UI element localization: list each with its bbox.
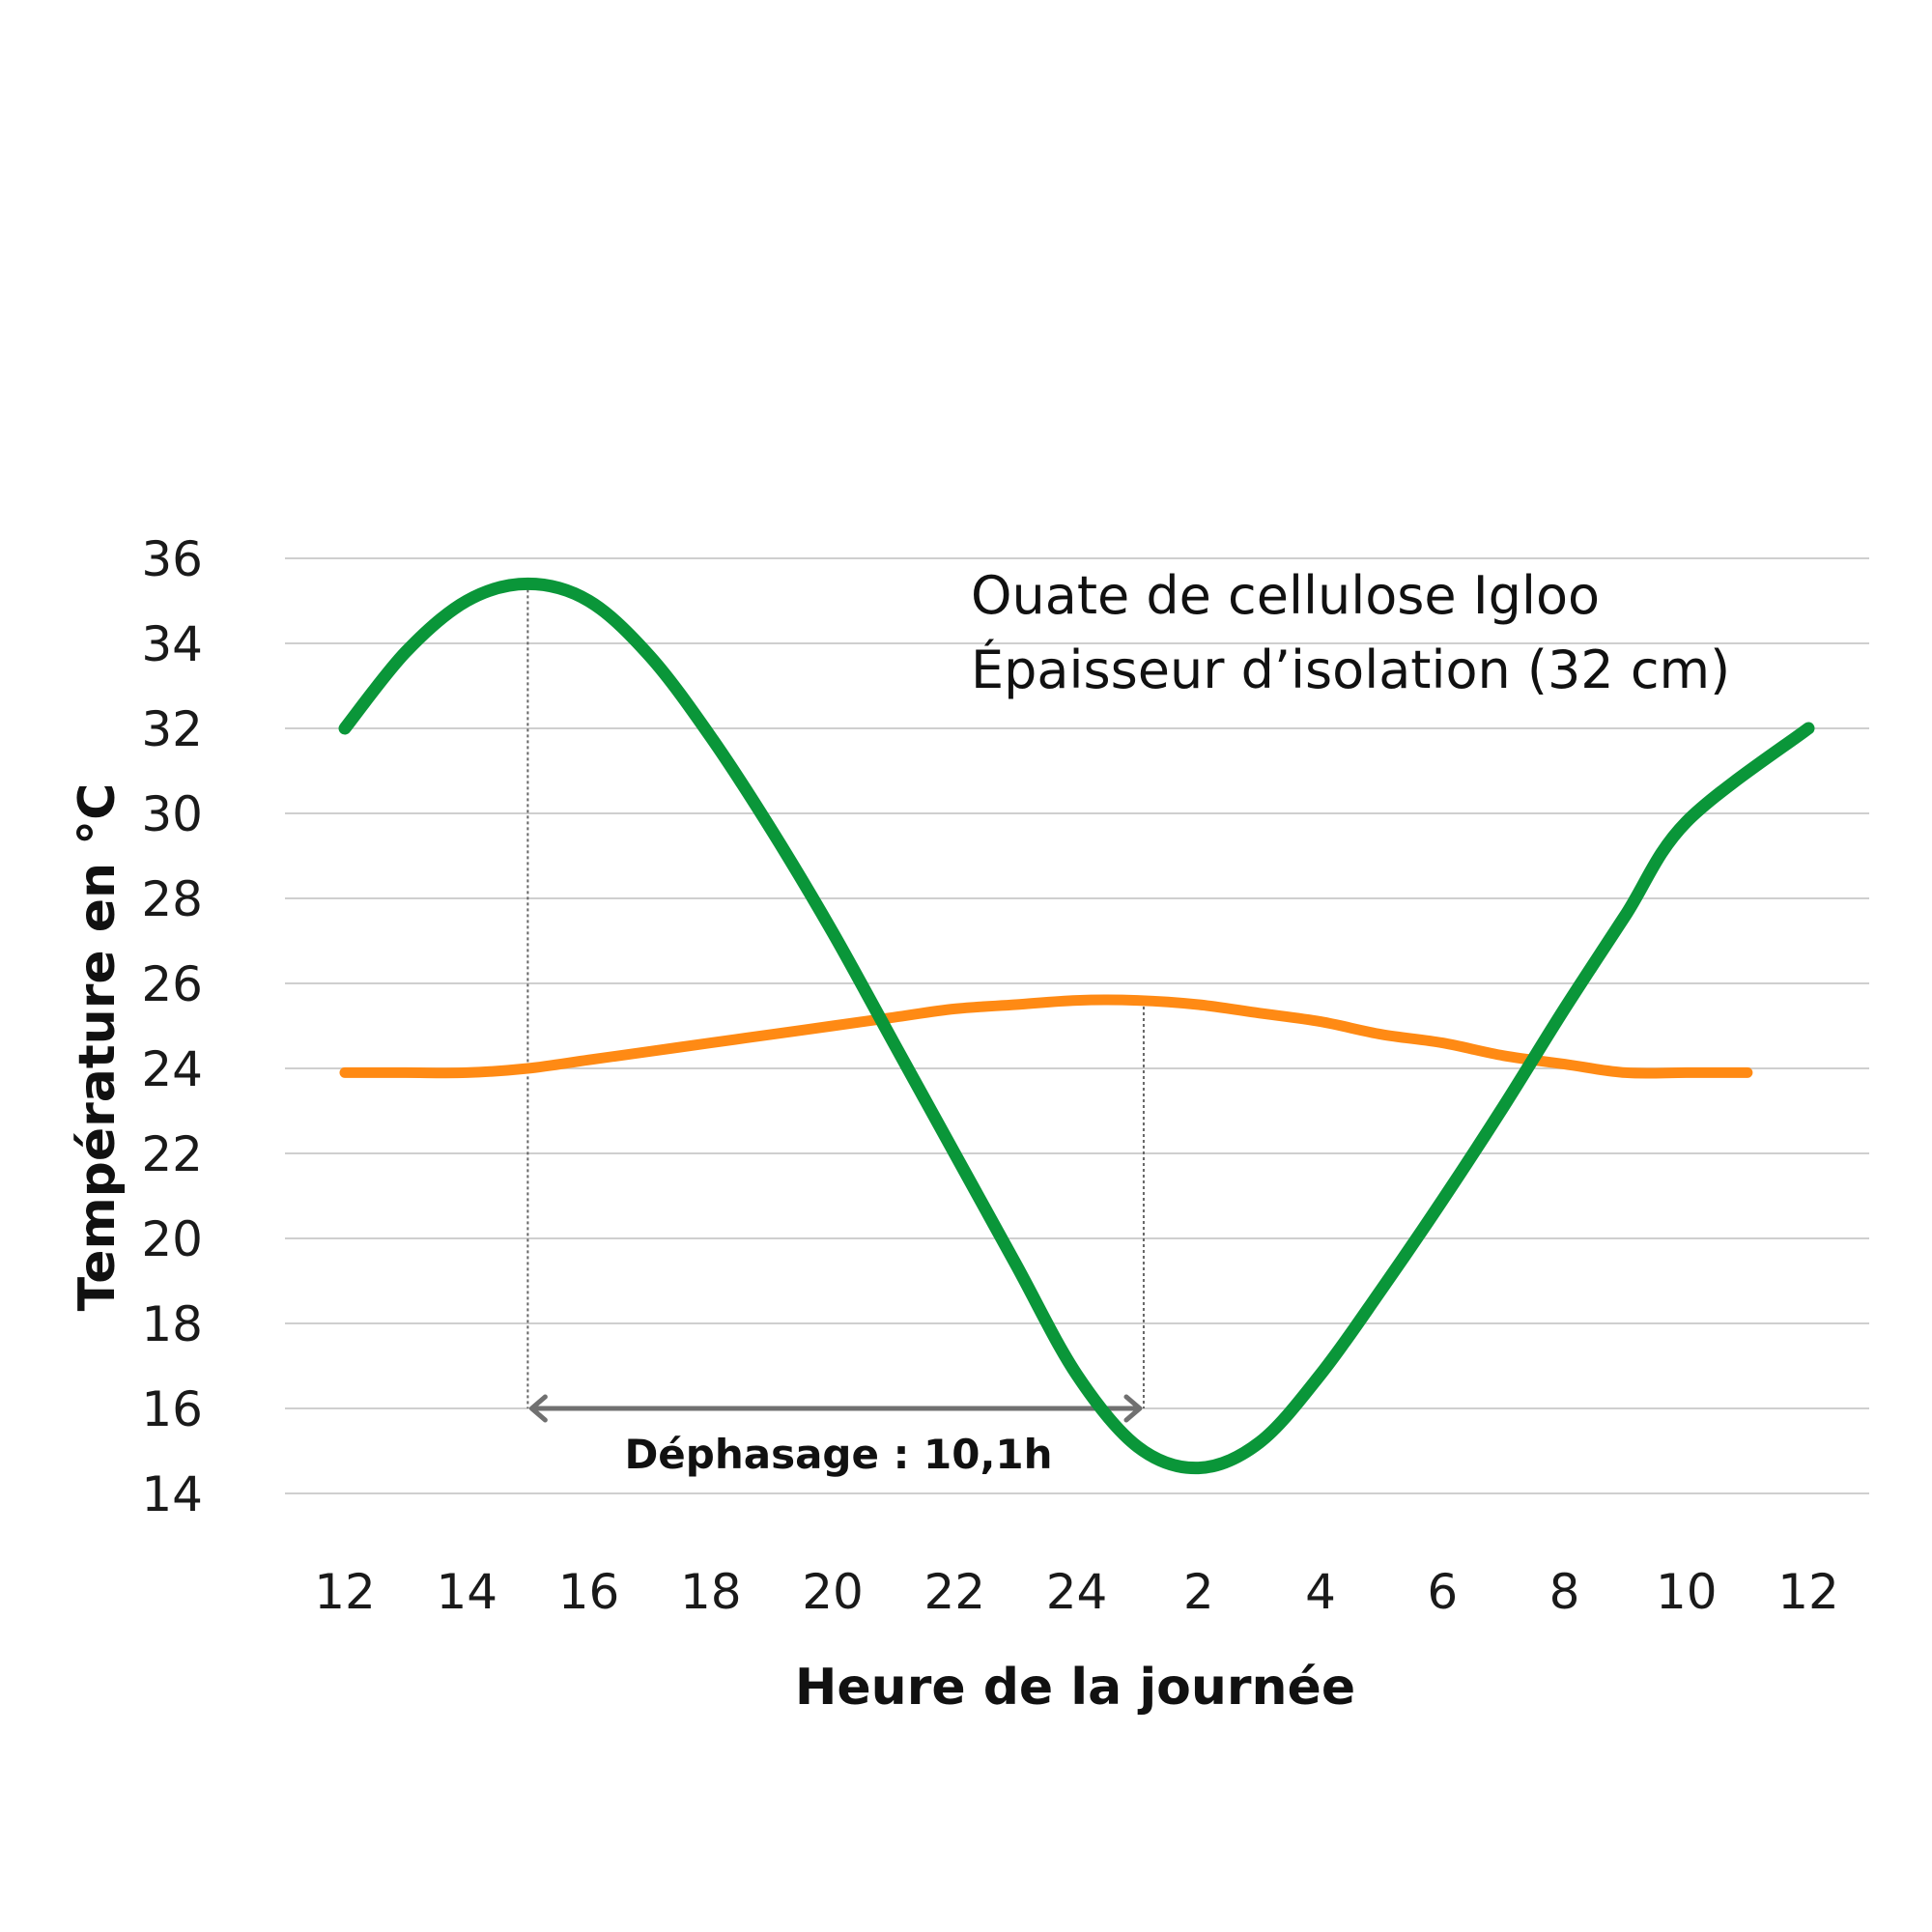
x-tick-label: 22 [923, 1564, 985, 1620]
y-tick-label: 14 [141, 1466, 203, 1522]
x-tick-label: 2 [1183, 1564, 1214, 1620]
x-tick-label: 24 [1046, 1564, 1108, 1620]
y-tick-label: 24 [141, 1041, 203, 1097]
phase-shift-label: Déphasage : 10,1h [624, 1431, 1052, 1478]
x-tick-label: 12 [1777, 1564, 1839, 1620]
x-tick-label: 4 [1305, 1564, 1336, 1620]
x-tick-label: 12 [314, 1564, 376, 1620]
annotation-line-1: Ouate de cellulose Igloo [971, 565, 1600, 626]
y-tick-label: 30 [141, 786, 203, 842]
y-tick-label: 32 [141, 701, 203, 757]
y-tick-label: 28 [141, 871, 203, 927]
x-axis-title: Heure de la journée [795, 1659, 1355, 1717]
y-tick-label: 18 [141, 1296, 203, 1352]
y-tick-label: 22 [141, 1126, 203, 1182]
y-axis-ticks: 14 16 18 20 22 24 26 28 30 32 34 36 [141, 531, 203, 1522]
y-tick-label: 34 [141, 616, 203, 672]
y-tick-label: 36 [141, 531, 203, 587]
series-line-1 [338, 577, 1815, 1475]
x-tick-label: 16 [558, 1564, 620, 1620]
x-tick-label: 20 [802, 1564, 864, 1620]
x-tick-label: 18 [680, 1564, 742, 1620]
y-tick-label: 20 [141, 1211, 203, 1267]
x-tick-label: 6 [1427, 1564, 1458, 1620]
y-tick-label: 26 [141, 956, 203, 1012]
annotation-line-2: Épaisseur d’isolation (32 cm) [971, 639, 1730, 700]
phase-guides [526, 583, 1145, 1423]
x-tick-label: 10 [1656, 1564, 1718, 1620]
phase-arrow-head-left [528, 1394, 548, 1423]
x-tick-label: 14 [436, 1564, 497, 1620]
series-line-2 [339, 994, 1753, 1079]
y-axis-title: Température en °C [69, 783, 127, 1312]
phase-arrow-head-right [1123, 1394, 1143, 1423]
x-tick-label: 8 [1549, 1564, 1580, 1620]
x-axis-ticks: 12 14 16 18 20 22 24 2 4 6 8 10 12 [314, 1564, 1839, 1620]
series-lines [338, 577, 1815, 1475]
y-tick-label: 16 [141, 1381, 203, 1437]
